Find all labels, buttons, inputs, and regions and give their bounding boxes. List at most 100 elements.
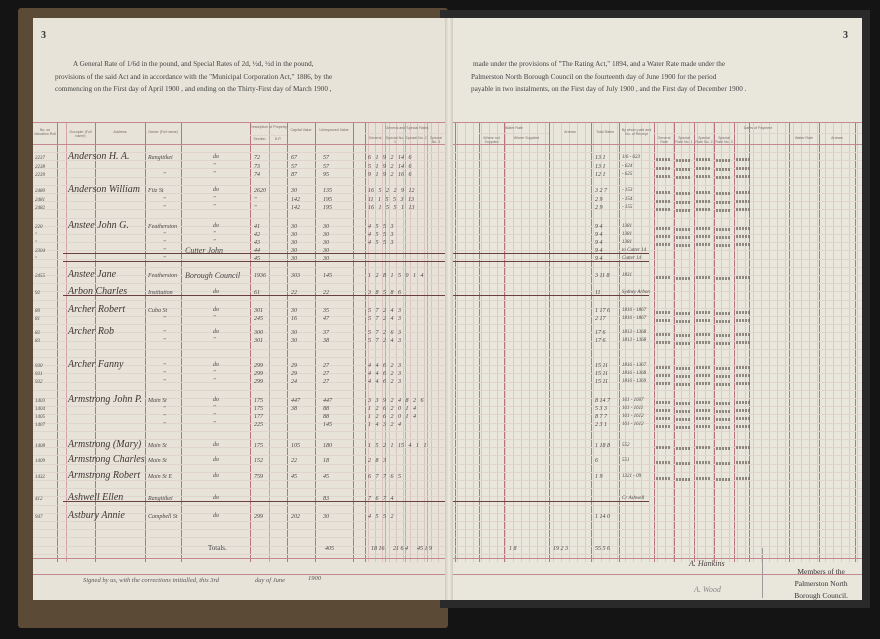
unimproved-value: 30 xyxy=(323,240,329,246)
occupier-name: Armstrong (Mary) xyxy=(68,439,142,450)
rates-values: 16 1 5 5 1 13 xyxy=(368,205,415,211)
row-rule xyxy=(33,168,449,170)
signature: A. Wood xyxy=(694,585,721,594)
capital-value: 202 xyxy=(291,514,300,520)
unimproved-value: 57 xyxy=(323,155,329,161)
owner-name: " xyxy=(213,378,216,384)
section-value: 1936 xyxy=(254,273,266,279)
column-rule xyxy=(817,122,818,562)
right-page: 3 made under the provisions of "The Rati… xyxy=(449,18,862,600)
column-rule xyxy=(417,122,418,562)
owner-name: do xyxy=(213,495,219,501)
row-rule xyxy=(449,160,862,162)
column-rule xyxy=(549,122,550,562)
payment-date-scribble xyxy=(736,461,750,464)
row-rule xyxy=(449,373,862,375)
page-number: 3 xyxy=(41,30,46,41)
owner-name: do xyxy=(213,397,219,403)
address: Campbell St xyxy=(148,514,178,520)
address: Main St E xyxy=(148,474,172,480)
occupier-name: Archer Fanny xyxy=(68,359,124,370)
payment-date-scribble xyxy=(736,477,750,480)
strikethrough-line xyxy=(63,295,449,296)
payment-date-scribble xyxy=(716,168,730,171)
payment-date-scribble xyxy=(716,201,730,204)
section-value: " xyxy=(254,205,257,211)
payment-date-scribble xyxy=(656,374,670,377)
owner-name: " xyxy=(213,171,216,177)
unimproved-value: 37 xyxy=(323,330,329,336)
row-number: 932 xyxy=(35,380,43,385)
receipt: 552 xyxy=(622,443,630,448)
column-header: Special Rate No. 3 xyxy=(715,136,733,144)
capital-value: 45 xyxy=(291,474,297,480)
column-header: Special No. 1 xyxy=(385,136,405,144)
payment-date-scribble xyxy=(696,311,710,314)
payment-date-scribble xyxy=(656,319,670,322)
section-value: 175 xyxy=(254,406,263,412)
column-rule xyxy=(431,122,432,562)
receipt: 1/6 - 623 xyxy=(622,155,641,160)
row-rule xyxy=(33,389,449,391)
column-rule xyxy=(424,122,425,562)
payment-date-scribble xyxy=(716,478,730,481)
rates-values: 1 5 2 1 15 4 1 1 xyxy=(368,443,427,449)
payment-date-scribble xyxy=(656,227,670,230)
column-rule xyxy=(625,122,626,562)
payment-date-scribble xyxy=(656,417,670,420)
column-rule xyxy=(57,122,58,562)
capital-value: 29 xyxy=(291,363,297,369)
payment-date-scribble xyxy=(736,341,750,344)
row-rule xyxy=(33,176,449,178)
payment-date-scribble xyxy=(676,244,690,247)
receipt: Cutter 14 xyxy=(622,256,642,261)
column-rule xyxy=(641,122,642,562)
row-rule xyxy=(365,133,449,134)
row-rule xyxy=(449,291,862,293)
column-rule xyxy=(619,122,620,562)
row-rule xyxy=(449,430,862,432)
rates-values: 6 1 9 2 14 6 xyxy=(368,155,412,161)
totals-value: 19 2 3 xyxy=(553,546,568,552)
column-rule xyxy=(591,122,592,562)
row-rule xyxy=(33,430,449,432)
row-rule xyxy=(33,266,449,268)
column-rule xyxy=(427,122,428,562)
row-rule xyxy=(33,357,449,358)
receipt: 161 - 1612 xyxy=(622,422,644,427)
row-rule xyxy=(449,307,862,309)
address: " xyxy=(163,414,166,420)
row-rule xyxy=(449,250,862,252)
column-rule xyxy=(455,122,456,562)
row-rule xyxy=(33,299,449,301)
receipt: 161 - 1611 xyxy=(622,406,644,411)
column-header: General Rate xyxy=(657,136,671,144)
occupier-name: Anstee Jane xyxy=(68,269,117,280)
column-rule xyxy=(673,122,674,562)
payment-date-scribble xyxy=(676,209,690,212)
unimproved-value: 195 xyxy=(323,205,332,211)
payment-date-scribble xyxy=(736,311,750,314)
row-rule xyxy=(449,471,862,473)
capital-value: 67 xyxy=(291,155,297,161)
rates-values: 5 7 2 4 3 xyxy=(368,308,401,314)
row-number: " xyxy=(35,257,38,262)
column-rule xyxy=(714,122,715,562)
unimproved-value: 45 xyxy=(323,474,329,480)
occupier-name: Armstrong John P. xyxy=(68,394,143,405)
column-rule xyxy=(785,122,786,562)
column-rule xyxy=(855,122,856,562)
unimproved-value: 88 xyxy=(323,406,329,412)
row-rule xyxy=(449,422,862,424)
receipt: 1816 - 1369 xyxy=(622,379,647,384)
column-rule xyxy=(382,122,383,562)
payment-date-scribble xyxy=(656,333,670,336)
total-rates: 9 4 xyxy=(595,256,603,262)
payment-date-scribble xyxy=(716,228,730,231)
column-header: Where Supplied xyxy=(513,136,540,140)
payment-date-scribble xyxy=(716,209,730,212)
row-number: 1403 xyxy=(35,399,45,404)
capital-value: 30 xyxy=(291,232,297,238)
payment-date-scribble xyxy=(696,235,710,238)
section-value: 175 xyxy=(254,398,263,404)
